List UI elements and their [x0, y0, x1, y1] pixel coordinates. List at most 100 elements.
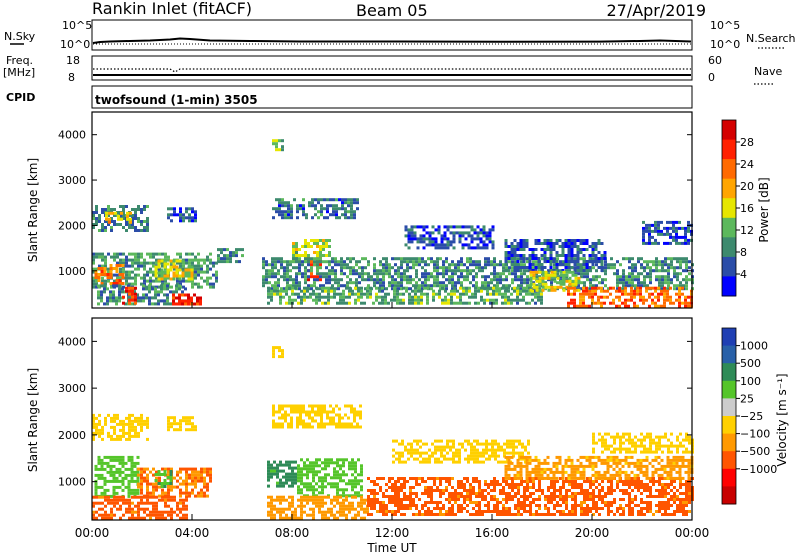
- gate-cell: [116, 223, 119, 226]
- gate-cell: [103, 479, 107, 483]
- gate-cell: [285, 498, 288, 502]
- gate-cell: [125, 422, 128, 426]
- gate-cell: [119, 214, 122, 217]
- gate-cell: [616, 287, 619, 291]
- gate-cell: [610, 266, 613, 270]
- gate-cell: [424, 263, 427, 267]
- gate-cell: [505, 480, 508, 483]
- gate-cell: [280, 263, 283, 267]
- gate-cell: [382, 266, 385, 270]
- gate-cell: [600, 260, 604, 263]
- gate-cell: [298, 269, 301, 273]
- gate-cell: [406, 263, 409, 267]
- gate-cell: [267, 475, 270, 479]
- gate-cell: [432, 289, 435, 293]
- gate-cell: [326, 216, 329, 220]
- gate-cell: [304, 269, 307, 273]
- gate-cell: [585, 260, 589, 263]
- gate-cell: [226, 248, 229, 252]
- gate-cell: [591, 248, 595, 251]
- gate-cell: [350, 213, 353, 217]
- gate-cell: [379, 281, 382, 285]
- gate-cell: [564, 239, 568, 242]
- gate-cell: [313, 275, 316, 279]
- gate-cell: [288, 472, 291, 476]
- gate-cell: [191, 467, 194, 471]
- gate-cell: [404, 228, 408, 232]
- gate-cell: [306, 470, 309, 474]
- gate-cell: [410, 237, 414, 241]
- gate-cell: [304, 251, 307, 254]
- gate-cell: [660, 304, 663, 308]
- gate-cell: [538, 288, 542, 292]
- gate-cell: [319, 260, 322, 264]
- gate-cell: [270, 469, 273, 473]
- gate-cell: [119, 504, 122, 508]
- gate-cell: [157, 470, 161, 473]
- gate-cell: [469, 272, 472, 276]
- gate-cell: [278, 349, 281, 353]
- gate-cell: [295, 245, 298, 248]
- gate-cell: [636, 289, 639, 293]
- gate-cell: [167, 213, 170, 217]
- gate-cell: [436, 272, 439, 276]
- gate-cell: [318, 504, 321, 508]
- gate-cell: [282, 463, 285, 467]
- gate-cell: [109, 299, 112, 303]
- gate-cell: [480, 298, 483, 302]
- gate-cell: [118, 299, 121, 303]
- gate-cell: [454, 266, 457, 270]
- gate-cell: [412, 477, 415, 480]
- colorbar-segment: [722, 178, 736, 199]
- gate-cell: [522, 245, 526, 248]
- gate-cell: [107, 516, 110, 520]
- gate-cell: [337, 281, 340, 285]
- gate-cell: [526, 489, 529, 492]
- gate-cell: [274, 281, 277, 285]
- gate-cell: [461, 243, 465, 247]
- gate-cell: [300, 504, 303, 508]
- gate-cell: [600, 254, 604, 257]
- gate-cell: [270, 475, 273, 479]
- gate-cell: [595, 275, 598, 279]
- gate-cell: [598, 483, 601, 486]
- gate-cell: [297, 467, 300, 471]
- gate-cell: [127, 494, 131, 498]
- gate-cell: [613, 489, 616, 492]
- gate-cell: [122, 501, 125, 505]
- gate-cell: [504, 301, 507, 305]
- gate-cell: [122, 208, 125, 211]
- gate-cell: [493, 486, 496, 489]
- gate-cell: [579, 239, 583, 242]
- gate-cell: [565, 489, 568, 492]
- gate-cell: [318, 458, 321, 462]
- gate-cell: [445, 266, 448, 270]
- gate-cell: [182, 516, 185, 520]
- gate-cell: [149, 491, 152, 495]
- gate-cell: [109, 494, 113, 498]
- gate-cell: [682, 284, 685, 288]
- gate-cell: [337, 278, 340, 282]
- gate-cell: [325, 278, 328, 282]
- gate-cell: [556, 480, 559, 483]
- gate-cell: [498, 292, 501, 296]
- gate-cell: [562, 288, 566, 292]
- gate-cell: [119, 252, 122, 256]
- gate-cell: [657, 232, 660, 236]
- gate-cell: [278, 404, 281, 408]
- gate-cell: [131, 422, 134, 426]
- gate-cell: [287, 204, 290, 208]
- gate-cell: [122, 285, 125, 289]
- gate-cell: [397, 501, 400, 504]
- gate-cell: [164, 495, 167, 499]
- gate-cell: [476, 231, 480, 235]
- gate-cell: [526, 284, 529, 288]
- gate-cell: [316, 260, 319, 264]
- gate-cell: [129, 220, 132, 224]
- gate-cell: [406, 480, 409, 483]
- gate-cell: [118, 473, 122, 477]
- gate-cell: [282, 481, 285, 485]
- gate-cell: [592, 257, 595, 261]
- gate-cell: [567, 251, 571, 254]
- gate-cell: [128, 413, 131, 417]
